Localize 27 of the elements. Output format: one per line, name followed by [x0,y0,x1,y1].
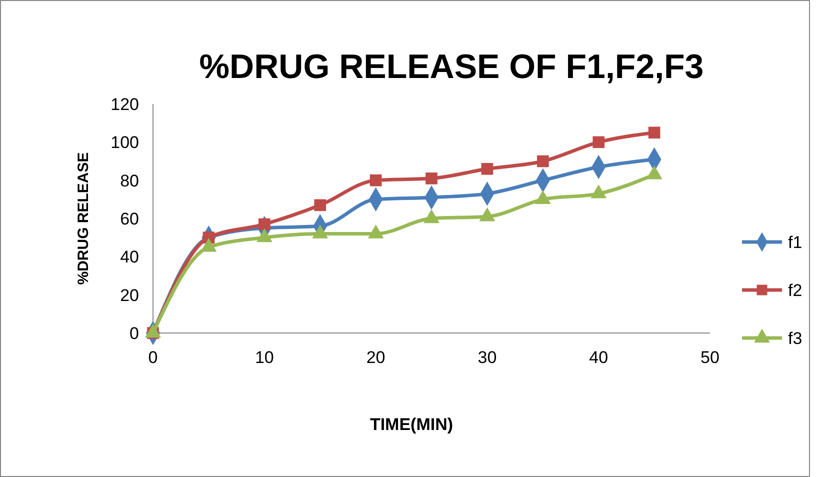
y-tick-label: 100 [110,133,139,152]
y-axis-title: %DRUG RELEASE [75,152,92,285]
point [258,218,270,230]
x-tick-label: 10 [254,348,274,367]
point [536,155,549,168]
point [314,199,326,212]
x-tick-label: 40 [589,348,608,367]
y-tick-label: 120 [110,95,139,114]
y-tick-label: 80 [120,171,139,190]
y-tick-label: 0 [130,324,139,343]
point [426,172,438,184]
legend-label: f3 [788,329,802,348]
x-tick-label: 50 [700,348,720,367]
y-tick-label: 40 [120,248,139,267]
x-tick-label: 20 [366,348,386,367]
legend-label: f2 [788,281,802,300]
chart-title: %DRUG RELEASE OF F1,F2,F3 [199,48,704,86]
y-tick-label: 20 [120,286,139,305]
point [481,162,494,175]
point [648,126,660,139]
x-axis-title: TIME(MIN) [370,415,454,434]
point [592,136,605,148]
legend-label: f1 [788,233,802,252]
point [370,174,382,186]
x-tick-label: 30 [478,348,497,367]
x-tick-label: 0 [148,348,158,367]
y-tick-label: 60 [120,210,139,228]
